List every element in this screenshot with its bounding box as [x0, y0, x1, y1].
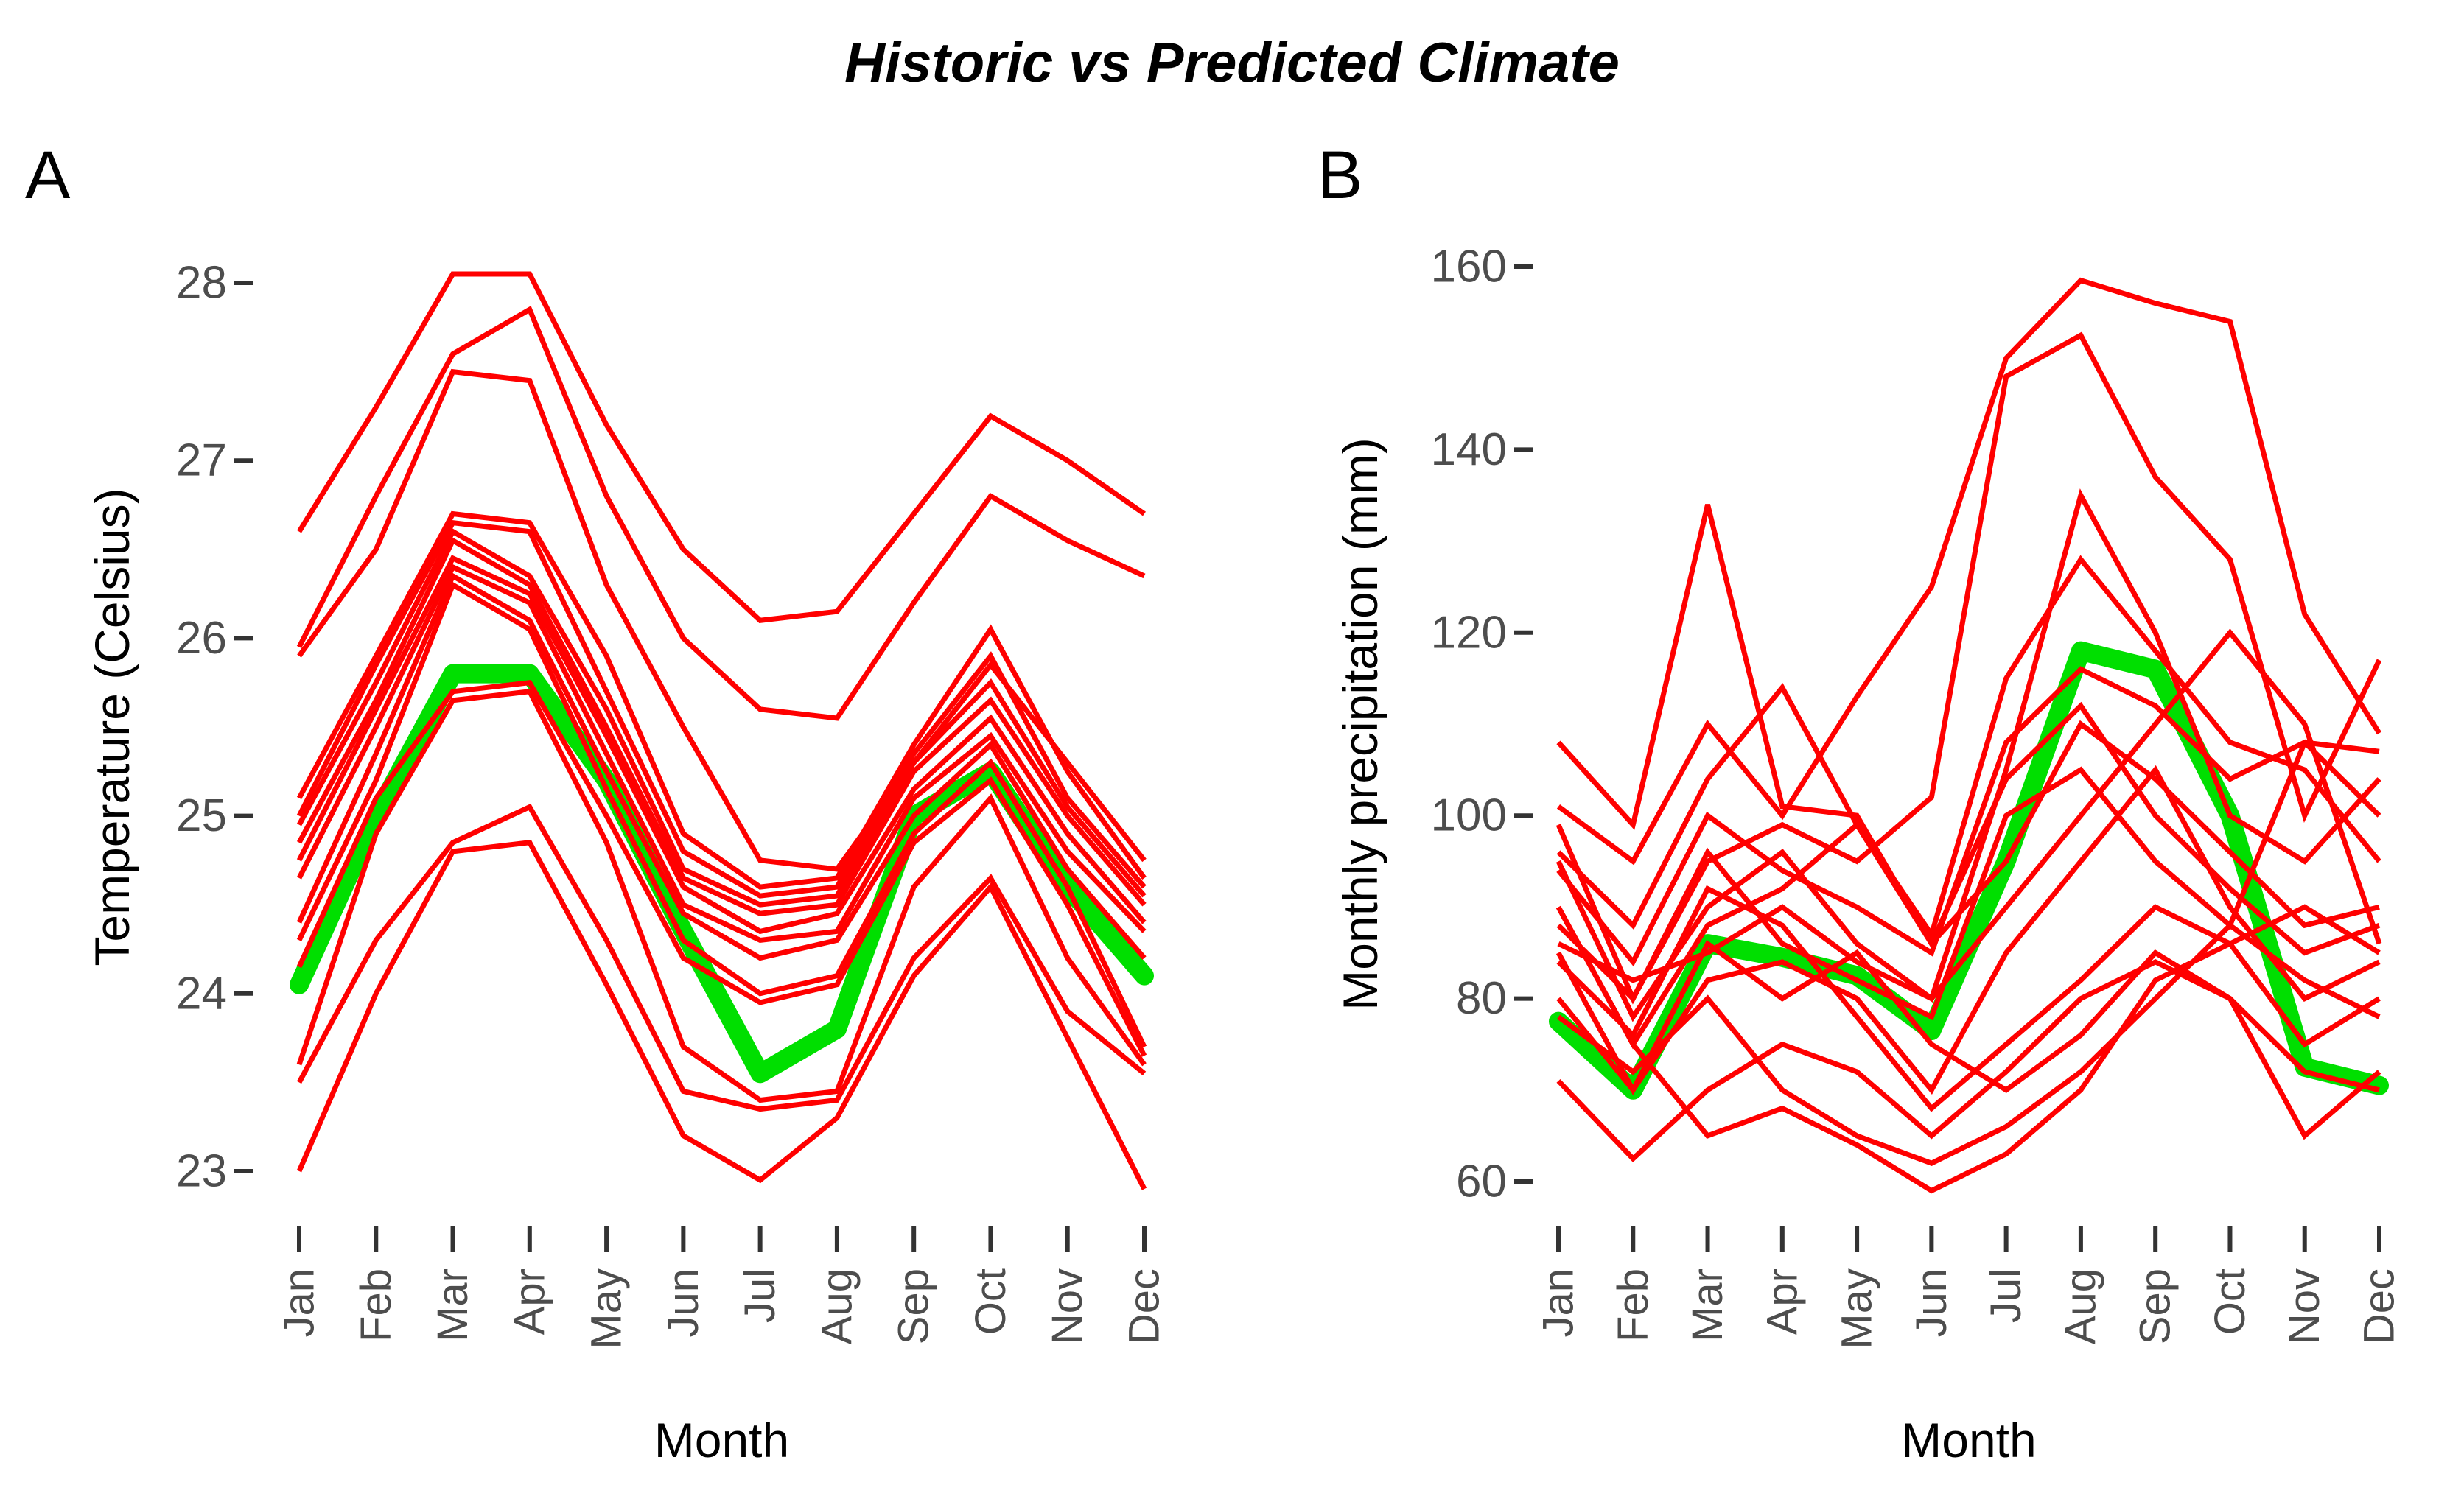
- series-historic-average: [290, 664, 1154, 1084]
- x-tick-label: Aug: [2057, 1268, 2104, 1344]
- x-tick-label: Oct: [2206, 1268, 2254, 1335]
- panel-a-tag: A: [25, 138, 71, 213]
- series-prediction-04: [296, 510, 1147, 890]
- series-prediction-10: [296, 572, 1147, 961]
- y-tick-label: 100: [1431, 790, 1507, 841]
- x-tick-label: Feb: [1609, 1268, 1657, 1342]
- x-tick-label: Jun: [1908, 1268, 1956, 1338]
- series-prediction-01: [1556, 277, 2381, 866]
- series-prediction-08: [1556, 740, 2380, 1021]
- x-tick-label: Oct: [967, 1268, 1015, 1335]
- series-prediction-06: [296, 527, 1147, 908]
- x-tick-label: Nov: [2281, 1268, 2328, 1344]
- x-tick-label: Dec: [1121, 1268, 1169, 1344]
- y-tick-label: 23: [176, 1146, 227, 1197]
- series-prediction-06: [1556, 666, 2381, 967]
- y-tick-label: 140: [1431, 424, 1507, 475]
- x-tick-label: Apr: [1758, 1268, 1806, 1335]
- series-prediction-02: [1555, 331, 2382, 1005]
- y-tick-label: 26: [176, 613, 227, 664]
- x-tick-label: Jan: [1535, 1268, 1583, 1338]
- x-tick-label: Jan: [276, 1268, 323, 1338]
- x-tick-label: May: [583, 1268, 631, 1349]
- series-prediction-02: [296, 306, 1146, 721]
- x-tick-label: Sep: [890, 1268, 938, 1344]
- x-tick-label: Mar: [1684, 1268, 1732, 1342]
- series-prediction-09: [296, 564, 1147, 944]
- series-prediction-15: [296, 840, 1147, 1190]
- y-tick-label: 120: [1431, 607, 1507, 658]
- series-prediction-14: [1556, 959, 2380, 1162]
- series-prediction-04: [1556, 555, 2381, 941]
- x-axis-title: Month: [1901, 1413, 2036, 1467]
- series-prediction-05: [296, 519, 1147, 899]
- y-tick-label: 27: [176, 435, 227, 486]
- series-prediction-07: [296, 536, 1147, 916]
- x-tick-label: Jul: [736, 1268, 784, 1323]
- y-tick-label: 24: [176, 968, 227, 1019]
- x-tick-label: Jul: [1982, 1268, 2030, 1323]
- series-prediction-11: [296, 580, 1147, 1048]
- x-tick-label: Jun: [659, 1268, 707, 1338]
- x-tick-label: Nov: [1043, 1268, 1091, 1344]
- x-tick-label: May: [1833, 1268, 1881, 1349]
- x-tick-label: Feb: [352, 1268, 400, 1342]
- series-prediction-01: [297, 271, 1146, 623]
- x-axis-title: Month: [654, 1413, 789, 1467]
- series-prediction-05: [1555, 488, 2381, 1022]
- y-tick-label: 28: [176, 258, 227, 309]
- series-prediction-12: [296, 679, 1147, 1057]
- x-tick-label: Aug: [813, 1268, 861, 1344]
- series-prediction-15: [1555, 904, 2381, 1194]
- x-tick-label: Mar: [429, 1268, 477, 1342]
- y-tick-label: 80: [1456, 973, 1507, 1024]
- y-tick-label: 60: [1456, 1156, 1507, 1207]
- series-prediction-13: [296, 689, 1147, 1103]
- series-prediction-08: [296, 555, 1147, 935]
- series-prediction-11: [1556, 885, 2381, 1112]
- figure-title: Historic vs Predicted Climate: [844, 32, 1620, 94]
- x-tick-label: Dec: [2356, 1268, 2404, 1344]
- y-axis-title: Temperature (Celsius): [85, 488, 139, 966]
- series-prediction-12: [1556, 939, 2381, 1140]
- y-tick-label: 160: [1431, 242, 1507, 292]
- x-tick-label: Apr: [505, 1268, 553, 1335]
- series-prediction-14: [296, 804, 1147, 1112]
- x-tick-label: Sep: [2132, 1268, 2180, 1344]
- series-prediction-13: [1556, 921, 2381, 1166]
- series-prediction-03: [1556, 504, 2380, 948]
- y-tick-label: 25: [176, 790, 227, 841]
- series-prediction-10: [1555, 765, 2381, 1095]
- y-axis-title: Monthly precipitation (mm): [1333, 438, 1387, 1011]
- panel-b-tag: B: [1317, 138, 1363, 213]
- series-prediction-09: [1557, 628, 2382, 1002]
